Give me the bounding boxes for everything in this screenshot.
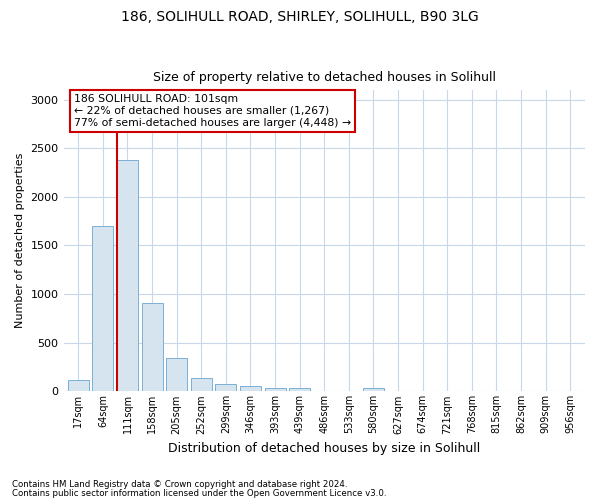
Bar — [240, 386, 261, 392]
Bar — [215, 384, 236, 392]
Bar — [191, 378, 212, 392]
Bar — [68, 380, 89, 392]
Bar — [289, 388, 310, 392]
Text: Contains public sector information licensed under the Open Government Licence v3: Contains public sector information licen… — [12, 489, 386, 498]
Text: Contains HM Land Registry data © Crown copyright and database right 2024.: Contains HM Land Registry data © Crown c… — [12, 480, 347, 489]
Bar — [166, 358, 187, 392]
Bar — [363, 388, 384, 392]
Y-axis label: Number of detached properties: Number of detached properties — [15, 153, 25, 328]
Bar — [92, 226, 113, 392]
X-axis label: Distribution of detached houses by size in Solihull: Distribution of detached houses by size … — [168, 442, 481, 455]
Text: 186 SOLIHULL ROAD: 101sqm
← 22% of detached houses are smaller (1,267)
77% of se: 186 SOLIHULL ROAD: 101sqm ← 22% of detac… — [74, 94, 351, 128]
Title: Size of property relative to detached houses in Solihull: Size of property relative to detached ho… — [153, 72, 496, 85]
Bar — [142, 303, 163, 392]
Bar — [117, 160, 138, 392]
Bar — [265, 388, 286, 392]
Text: 186, SOLIHULL ROAD, SHIRLEY, SOLIHULL, B90 3LG: 186, SOLIHULL ROAD, SHIRLEY, SOLIHULL, B… — [121, 10, 479, 24]
